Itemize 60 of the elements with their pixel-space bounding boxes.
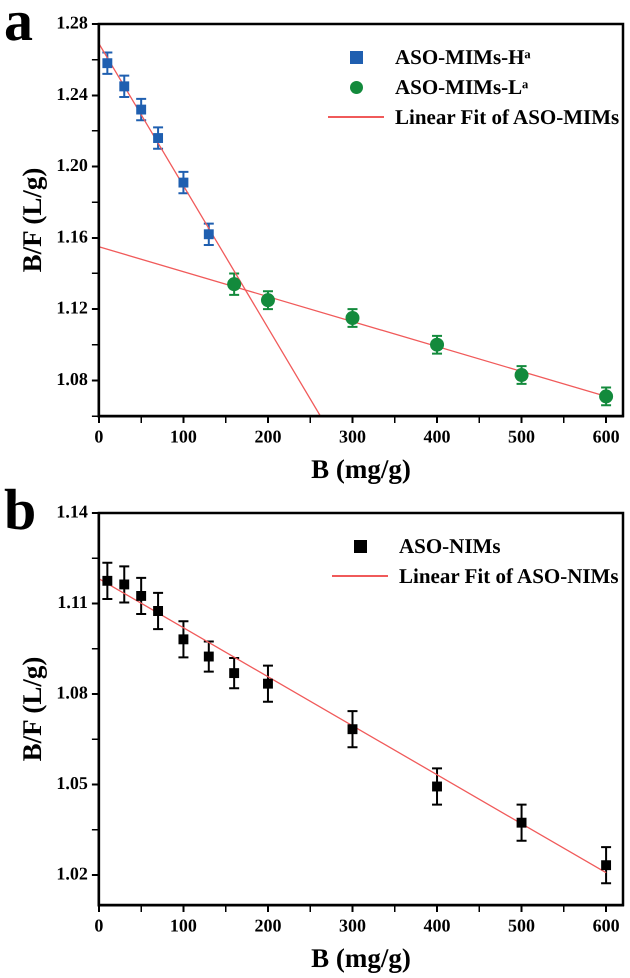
point: [119, 580, 130, 590]
point: [430, 338, 444, 352]
point: [348, 724, 358, 734]
point: [599, 389, 614, 404]
point: [153, 606, 164, 616]
point: [136, 104, 146, 114]
point: [514, 368, 529, 382]
point: [227, 277, 242, 292]
y-tick-label: 1.05: [56, 773, 88, 794]
x-axis-title: B (mg/g): [311, 454, 411, 484]
y-tick-label: 1.24: [56, 84, 88, 104]
point: [260, 293, 275, 308]
y-tick-label: 1.28: [56, 12, 88, 33]
point: [204, 652, 214, 662]
legend-label: ASO-NIMs: [399, 534, 501, 558]
x-tick-label: 500: [508, 915, 536, 936]
x-tick-label: 300: [338, 426, 366, 446]
chart-title: a: [4, 0, 33, 53]
y-tick-label: 1.12: [56, 298, 88, 318]
point: [153, 133, 164, 143]
point: [601, 860, 612, 870]
point: [345, 311, 360, 325]
legend-label: Linear Fit of ASO-MIMs: [395, 104, 620, 130]
x-tick-label: 0: [94, 426, 104, 446]
x-tick-label: 500: [508, 426, 536, 446]
x-tick-label: 600: [592, 915, 620, 936]
y-tick-label: 1.02: [56, 864, 88, 884]
chart-title: b: [4, 477, 36, 542]
x-axis-title: B (mg/g): [311, 942, 411, 973]
legend-label: ASO-MIMs-Lᵃ: [395, 74, 528, 100]
x-tick-label: 200: [254, 915, 282, 936]
point: [516, 818, 527, 828]
legend-label: Linear Fit of ASO-NIMs: [399, 564, 619, 588]
legend-label: ASO-MIMs-Hᵃ: [395, 44, 531, 70]
y-tick-label: 1.20: [56, 155, 88, 176]
x-tick-label: 200: [254, 426, 282, 446]
point: [263, 678, 273, 689]
x-tick-label: 400: [424, 426, 451, 446]
x-tick-label: 0: [94, 915, 104, 936]
point: [178, 178, 188, 188]
y-axis-title: B/F (L/g): [17, 168, 48, 272]
y-tick-label: 1.11: [57, 592, 88, 612]
point: [102, 58, 112, 68]
point: [102, 576, 112, 586]
y-tick-label: 1.16: [56, 226, 88, 246]
x-tick-label: 600: [592, 426, 620, 446]
y-tick-label: 1.08: [56, 682, 88, 703]
point: [204, 229, 214, 240]
point: [229, 668, 240, 678]
y-tick-label: 1.08: [56, 369, 88, 390]
x-tick-label: 400: [424, 915, 451, 936]
point: [432, 782, 442, 792]
point: [136, 590, 146, 601]
x-tick-label: 300: [338, 915, 366, 936]
y-tick-label: 1.14: [56, 502, 88, 522]
x-tick-label: 100: [170, 426, 197, 446]
point: [178, 634, 188, 644]
x-tick-label: 100: [170, 915, 197, 936]
y-axis-title: B/F (L/g): [17, 656, 48, 762]
point: [119, 81, 130, 92]
